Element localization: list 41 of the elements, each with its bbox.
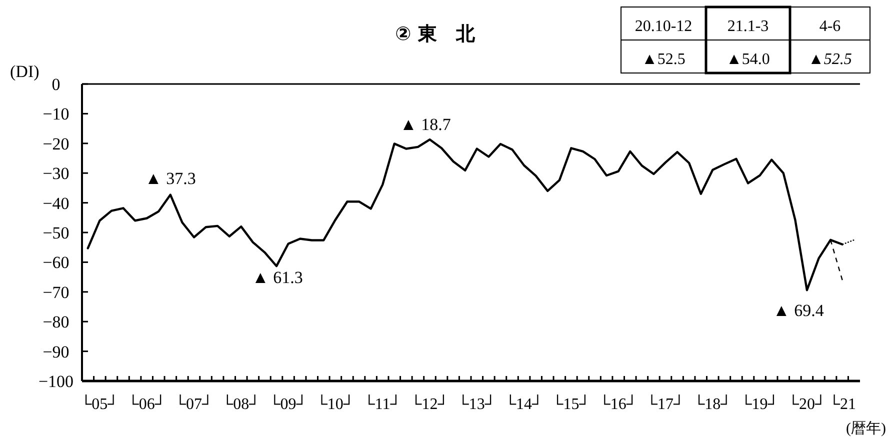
y-tick-label: −30 [42, 164, 70, 184]
x-tick-label: └14┘ [504, 394, 544, 413]
x-tick-label: └08┘ [222, 394, 260, 413]
y-tick-label: −70 [42, 282, 70, 302]
x-tick-label: └10┘ [316, 394, 355, 413]
y-tick-label: −80 [42, 312, 70, 332]
x-tick-label: └21 [828, 394, 856, 413]
y-axis-title: (DI) [10, 62, 40, 81]
y-tick-label: −10 [42, 104, 70, 124]
text: ▲54.0 [726, 51, 770, 68]
x-tick-label: └09┘ [268, 394, 308, 413]
x-tick-label: └19┘ [740, 394, 780, 413]
text: 4-6 [819, 18, 841, 35]
x-tick-label: └11┘ [364, 394, 402, 413]
text: 20.10-12 [634, 18, 692, 35]
annotation: ▲ 69.4 [773, 301, 824, 320]
x-tick-label: └06┘ [127, 394, 166, 413]
y-tick-label: −90 [42, 342, 70, 362]
annotation: ▲ 18.7 [400, 115, 452, 134]
x-tick-label: └17┘ [646, 394, 685, 413]
y-tick-label: −50 [42, 224, 70, 242]
x-tick-label: └07┘ [174, 394, 214, 413]
x-tick-label: └13┘ [458, 394, 496, 413]
x-tick-label: └18┘ [693, 394, 732, 413]
text: 21.1-3 [727, 18, 769, 35]
y-tick-label: −40 [42, 194, 70, 213]
y-tick-label: −100 [38, 372, 74, 391]
x-tick-label: └16┘ [599, 394, 638, 413]
x-axis-title: (暦年) [846, 420, 886, 437]
x-tick-label: └12┘ [410, 394, 450, 413]
annotation: ▲ 61.3 [252, 268, 303, 287]
y-tick-label: −60 [42, 253, 70, 272]
text: ▲52.5 [642, 51, 686, 68]
annotation: ▲ 37.3 [145, 169, 196, 188]
y-tick-label: 0 [52, 75, 60, 94]
x-tick-label: └15┘ [552, 394, 591, 413]
x-tick-label: └05┘ [80, 394, 120, 413]
text: ▲52.5 [808, 51, 852, 68]
chart-title: ② 東 北 [395, 23, 476, 45]
y-tick-label: −20 [42, 134, 70, 154]
x-tick-label: └20┘ [788, 394, 826, 413]
